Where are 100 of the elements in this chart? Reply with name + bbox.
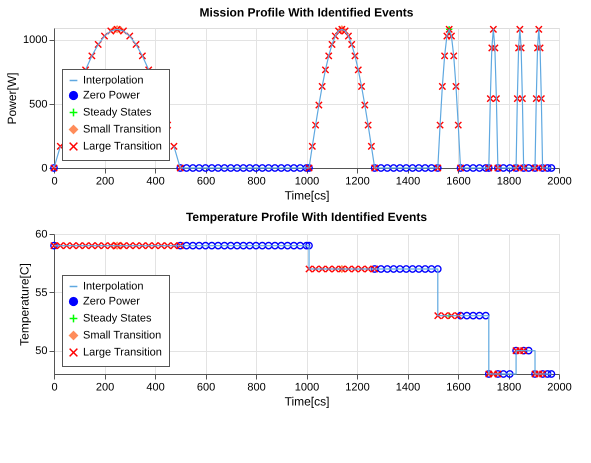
- x-tick-label: 1200: [345, 382, 370, 394]
- x-tick-label: 200: [96, 176, 114, 188]
- point: [182, 164, 190, 172]
- x-tick-label: 0: [51, 176, 58, 188]
- point: [296, 242, 304, 250]
- point: [202, 242, 210, 250]
- point: [226, 164, 235, 172]
- point: [189, 242, 197, 250]
- point: [456, 312, 464, 320]
- point: [476, 312, 484, 320]
- point: [383, 265, 392, 273]
- legend-label: Steady States: [83, 312, 152, 324]
- legend-label: Interpolation: [83, 280, 144, 292]
- point: [377, 164, 385, 172]
- point: [302, 242, 310, 250]
- point: [290, 164, 298, 172]
- chart-title: Mission Profile With Identified Events: [200, 5, 414, 20]
- legend-label: Large Transition: [83, 346, 162, 358]
- x-tick-label: 0: [51, 382, 58, 394]
- point: [548, 164, 556, 172]
- point: [208, 164, 216, 172]
- point: [428, 164, 436, 172]
- point: [408, 164, 416, 172]
- point: [182, 242, 190, 250]
- point: [189, 164, 197, 172]
- point: [246, 164, 254, 172]
- point: [277, 242, 286, 250]
- point: [482, 164, 490, 172]
- x-axis-title: Time[cs]: [284, 188, 330, 202]
- legend-label: Small Transition: [83, 330, 162, 342]
- line-series: [53, 245, 552, 375]
- point: [233, 242, 241, 250]
- x-tick-label: 1800: [496, 382, 522, 394]
- point: [476, 164, 484, 172]
- x-tick-label: 1800: [496, 176, 522, 188]
- point: [240, 164, 248, 172]
- point: [233, 164, 241, 172]
- point: [271, 242, 279, 250]
- point: [482, 312, 490, 320]
- point: [302, 164, 310, 172]
- point: [240, 242, 248, 250]
- point: [252, 164, 260, 172]
- point: [396, 265, 404, 273]
- point: [516, 346, 524, 355]
- point: [390, 164, 398, 172]
- x-tick-label: 1000: [294, 176, 320, 188]
- point: [246, 242, 254, 250]
- point: [264, 242, 272, 250]
- x-tick-label: 1400: [396, 176, 420, 188]
- point: [500, 164, 508, 172]
- point: [544, 164, 552, 172]
- point: [524, 164, 533, 172]
- point: [462, 164, 471, 172]
- x-tick-label: 2000: [547, 176, 572, 188]
- point: [258, 242, 266, 250]
- point: [290, 242, 298, 250]
- y-tick-label: 500: [29, 98, 48, 110]
- point: [202, 164, 210, 172]
- point: [220, 242, 228, 250]
- legend-label: Large Transition: [83, 140, 162, 152]
- point: [408, 265, 416, 273]
- point: [415, 164, 423, 172]
- point: [428, 265, 436, 273]
- x-tick-label: 200: [96, 382, 114, 394]
- x-tick-label: 800: [247, 382, 266, 394]
- point: [383, 164, 392, 172]
- x-tick-label: 800: [247, 176, 266, 188]
- point: [271, 164, 279, 172]
- point: [506, 164, 514, 172]
- point: [214, 242, 222, 250]
- point: [208, 242, 216, 250]
- x-tick-label: 1000: [294, 382, 320, 394]
- point: [421, 164, 430, 172]
- point: [390, 265, 398, 273]
- point: [462, 312, 471, 320]
- point: [195, 242, 204, 250]
- point: [396, 164, 404, 172]
- point: [469, 312, 478, 320]
- point: [195, 164, 204, 172]
- x-tick-label: 1600: [446, 176, 471, 188]
- point: [284, 242, 292, 250]
- legend-label: Interpolation: [83, 74, 144, 86]
- point: [548, 370, 556, 378]
- point: [415, 265, 423, 273]
- point: [264, 164, 272, 172]
- point: [284, 164, 292, 172]
- point: [277, 164, 286, 172]
- point: [402, 164, 410, 172]
- point: [434, 265, 442, 273]
- y-tick-label: 1000: [23, 34, 48, 46]
- legend-label: Zero Power: [83, 296, 140, 308]
- point: [117, 26, 125, 34]
- x-tick-label: 400: [146, 176, 165, 188]
- x-tick-label: 2000: [547, 382, 572, 394]
- point: [500, 370, 508, 378]
- x-axis-title: Time[cs]: [284, 394, 330, 408]
- point: [469, 164, 478, 172]
- x-tick-label: 600: [196, 382, 216, 394]
- x-tick-label: 1400: [396, 382, 420, 394]
- legend-label: Zero Power: [83, 90, 140, 102]
